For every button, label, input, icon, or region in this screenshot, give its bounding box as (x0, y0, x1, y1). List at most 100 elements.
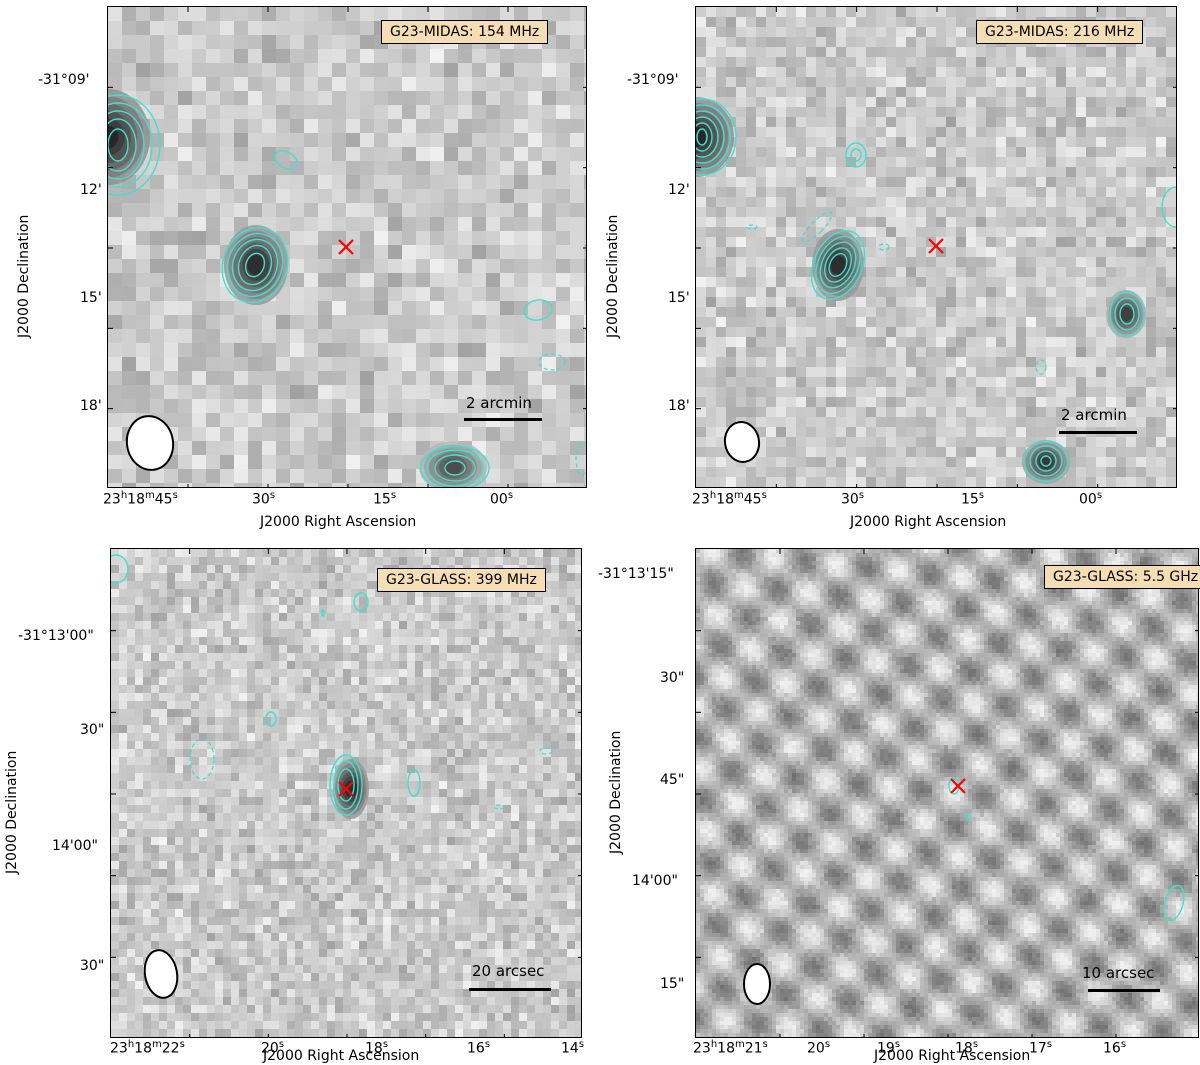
image-frame (107, 6, 587, 488)
frequency-label: G23-MIDAS: 216 MHz (976, 20, 1144, 44)
x-tick-label: 23h18m45s (692, 490, 767, 508)
x-tick-label: 23h18m21s (693, 1039, 768, 1057)
x-tick-label: 20s (261, 1039, 284, 1057)
contour-line (819, 241, 857, 289)
negative-contour (1035, 359, 1047, 375)
x-tick-label: 30s (252, 490, 275, 508)
noise-background (696, 7, 1176, 487)
scale-bar-label: 10 arcsec (1082, 964, 1154, 982)
contour-line (111, 554, 129, 584)
y-tick-label: -31°13'00" (18, 628, 94, 644)
y-tick-label: -31°13'15" (598, 566, 674, 582)
y-tick-label: 15' (80, 290, 102, 306)
x-tick-label: 20s (807, 1039, 830, 1057)
x-tick-label: 16s (467, 1039, 490, 1057)
contour-line (244, 252, 266, 278)
radio-image (696, 7, 1176, 487)
x-tick-label: 16s (1103, 1039, 1126, 1057)
contour-line (420, 445, 490, 487)
contour-line (407, 769, 421, 797)
contour-set (965, 813, 971, 821)
contour-line (696, 116, 719, 158)
radio-source (1106, 290, 1146, 338)
negative-contour (189, 738, 215, 780)
contour-set (108, 94, 161, 196)
y-tick-label: 18' (668, 398, 690, 414)
tick-marks (696, 7, 1176, 487)
contour-set (420, 445, 490, 487)
tick-marks (108, 7, 586, 487)
scale-bar-label: 20 arcsec (472, 962, 544, 980)
contour-set (265, 711, 277, 727)
contour-set (1109, 291, 1145, 337)
x-axis-label: J2000 Right Ascension (850, 514, 1006, 530)
negative-contour (746, 224, 758, 230)
negative-contour (575, 442, 586, 476)
contour-set (274, 150, 298, 170)
x-tick-label: 18s (955, 1039, 978, 1057)
frequency-label: G23-GLASS: 5.5 GHz (1044, 565, 1200, 589)
x-tick-label: 14s (561, 1039, 584, 1057)
contour-line (426, 449, 484, 487)
contour-line (329, 754, 363, 816)
contour-set (810, 230, 866, 300)
negative-contour (878, 243, 890, 251)
scale-bar (1088, 989, 1160, 992)
contour-line (1023, 440, 1069, 482)
contour-line (237, 244, 273, 286)
contour-line (265, 711, 277, 727)
contour-line (333, 760, 359, 810)
x-tick-label: 18s (365, 1039, 388, 1057)
contour-line (696, 122, 713, 152)
y-tick-label: 18' (80, 398, 102, 414)
x-axis-label: J2000 Right Ascension (260, 514, 416, 530)
y-tick-label: 30" (660, 670, 684, 686)
contour-set (353, 592, 369, 612)
contour-line (845, 142, 867, 168)
contour-line (444, 460, 466, 476)
radio-image (108, 7, 586, 487)
contour-set (111, 554, 129, 584)
beam-ellipse (723, 421, 761, 463)
contour-line (824, 247, 852, 283)
image-frame (695, 548, 1199, 1038)
radio-source (419, 441, 487, 487)
contour-line (274, 150, 298, 170)
red-cross-marker (338, 781, 354, 797)
contour-set (321, 609, 325, 617)
contour-line (523, 299, 553, 321)
y-tick-label: 30" (80, 722, 104, 738)
contour-line (108, 94, 161, 196)
y-tick-label: 14'00" (52, 838, 98, 854)
beam-ellipse (125, 415, 175, 471)
y-axis-label: J2000 Declination (605, 215, 621, 338)
red-cross-marker (338, 239, 354, 255)
red-cross-marker (928, 238, 944, 254)
y-tick-label: -31°09' (38, 72, 90, 88)
x-tick-label: 00s (490, 490, 513, 508)
negative-contour (539, 747, 553, 755)
radio-image (111, 549, 581, 1037)
x-tick-label: 23h18m45s (103, 490, 178, 508)
scale-bar (1059, 431, 1137, 434)
contour-line (1114, 297, 1140, 331)
contour-line (108, 110, 145, 180)
y-axis-label: J2000 Declination (608, 731, 624, 854)
contour-set (407, 769, 421, 797)
contour-line (353, 592, 369, 612)
beam-ellipse (743, 963, 771, 1005)
contour-line (1040, 455, 1052, 467)
contour-line (321, 609, 325, 617)
contour-set (523, 299, 553, 321)
frequency-label: G23-GLASS: 399 MHz (377, 568, 546, 592)
y-tick-label: 15' (668, 290, 690, 306)
y-tick-label: 14'00" (632, 873, 678, 889)
noise-background (696, 549, 1198, 1037)
tick-marks (696, 549, 1198, 1037)
scale-bar (469, 988, 551, 991)
contour-line (1163, 884, 1185, 922)
x-tick-label: 15s (961, 490, 984, 508)
red-cross-marker (950, 778, 966, 794)
scale-bar-label: 2 arcmin (1061, 406, 1127, 424)
scale-bar (464, 418, 542, 421)
